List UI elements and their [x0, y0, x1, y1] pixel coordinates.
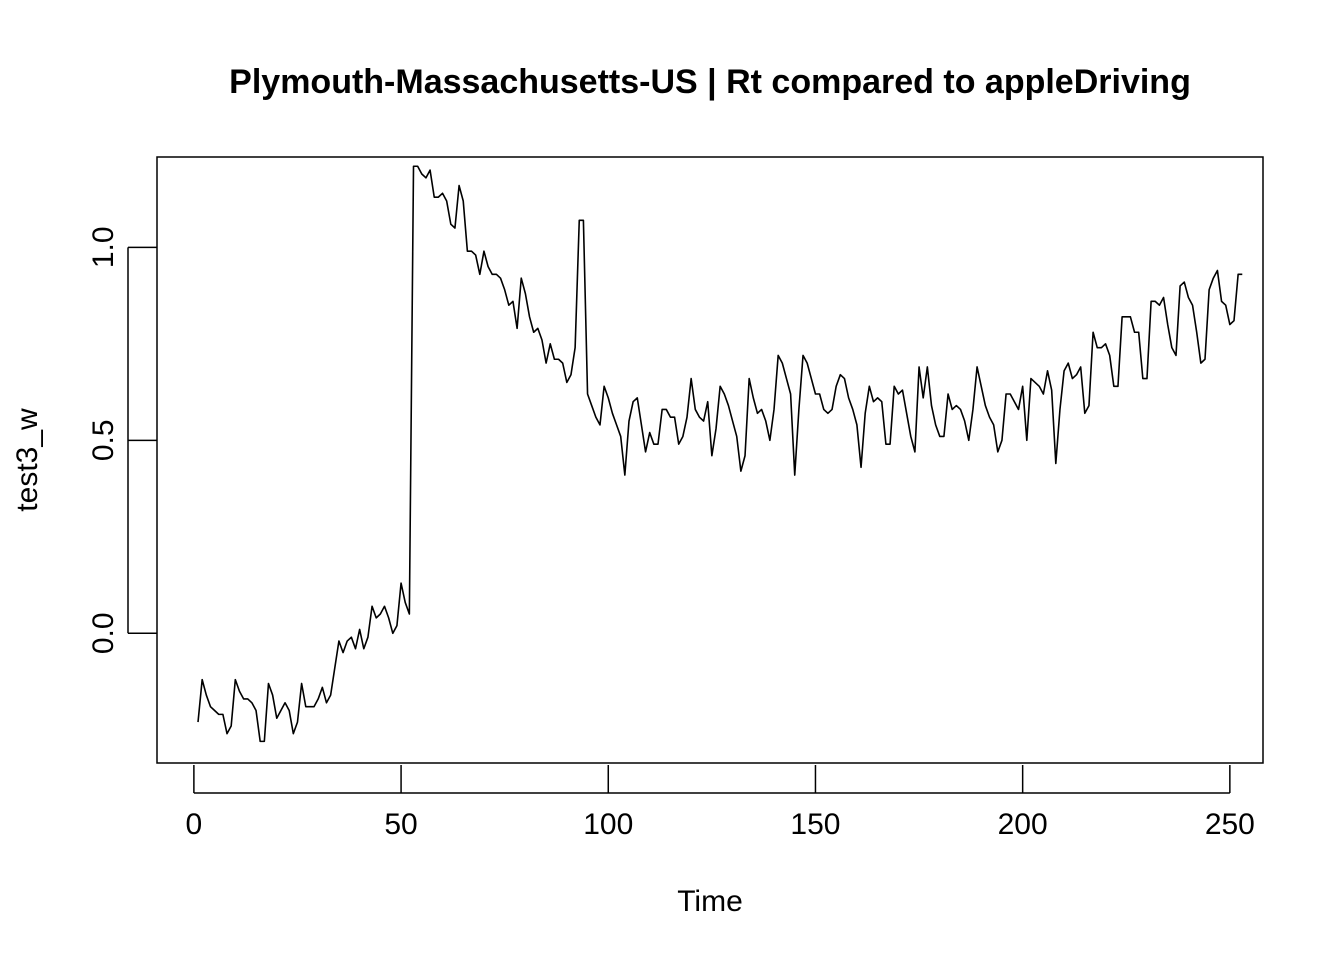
y-tick-label: 0.0 — [87, 612, 120, 654]
series-layer — [197, 165, 1243, 743]
x-tick-label: 200 — [998, 808, 1048, 841]
series-line — [197, 165, 1243, 743]
x-axis: 0 50 100 150 200 250 — [186, 765, 1255, 841]
x-tick-label: 150 — [790, 808, 840, 841]
x-tick-label: 50 — [384, 808, 417, 841]
x-tick-label: 100 — [583, 808, 633, 841]
x-tick-label: 0 — [186, 808, 203, 841]
y-axis-label: test3_w — [11, 408, 44, 512]
y-tick-label: 0.5 — [87, 419, 120, 461]
y-axis: 0.0 0.5 1.0 — [87, 226, 157, 654]
y-tick-label: 1.0 — [87, 226, 120, 268]
plot-frame — [156, 156, 1264, 764]
x-tick-label: 250 — [1205, 808, 1255, 841]
chart-title: Plymouth-Massachusetts-US | Rt compared … — [229, 63, 1191, 101]
x-axis-label: Time — [677, 885, 743, 918]
